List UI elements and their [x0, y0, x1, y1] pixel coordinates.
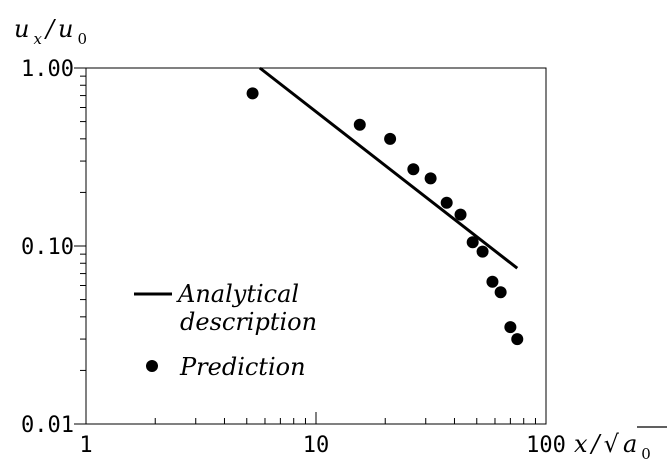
y-axis-title-main: u: [14, 15, 29, 43]
x-axis-title-slash: /: [590, 430, 603, 458]
legend-label-analytical: Analytical description: [176, 280, 317, 336]
x-tick-label: 10: [303, 433, 330, 458]
prediction-point: [511, 333, 524, 346]
y-tick-label: 1.00: [21, 57, 74, 82]
legend: Analytical description Prediction: [134, 280, 317, 381]
x-axis-title-main2: a: [623, 430, 637, 458]
y-tick-label: 0.01: [21, 413, 74, 438]
legend-label-prediction: Prediction: [179, 353, 306, 381]
y-axis-title: u x / u 0: [14, 15, 87, 48]
legend-point-symbol: [146, 360, 158, 372]
y-axis-title-sub2: 0: [78, 30, 88, 48]
y-axis-title-slash: /: [44, 15, 57, 43]
prediction-point: [466, 236, 479, 249]
prediction-point: [424, 172, 437, 185]
y-axis-title-main2: u: [58, 15, 73, 43]
prediction-point: [246, 87, 259, 100]
x-axis-title-root: √: [604, 430, 620, 458]
x-axis-title-main: x: [574, 430, 588, 458]
legend-label-analytical-line2: description: [180, 308, 317, 336]
legend-label-analytical-line1: Analytical: [176, 280, 299, 308]
prediction-point: [440, 196, 453, 209]
tick-labels: 1 10 100 0.01 0.10 1.00: [21, 57, 566, 458]
series-layer: [246, 66, 524, 346]
y-axis-title-sub1: x: [33, 30, 42, 48]
x-axis-title-sub2: 0: [641, 445, 651, 461]
prediction-point: [353, 118, 366, 131]
x-axis-title: x / √ a 0: [574, 430, 651, 461]
prediction-point: [486, 275, 499, 288]
prediction-point: [504, 321, 517, 334]
analytical-line: [258, 66, 519, 270]
x-tick-label: 1: [79, 433, 92, 458]
prediction-point: [476, 245, 489, 258]
prediction-point: [407, 163, 420, 176]
x-tick-label: 100: [526, 433, 566, 458]
prediction-point: [384, 132, 397, 145]
y-tick-label: 0.10: [21, 235, 74, 260]
axis-ticks: [74, 67, 547, 425]
prediction-point: [454, 208, 467, 221]
prediction-point: [494, 286, 507, 299]
